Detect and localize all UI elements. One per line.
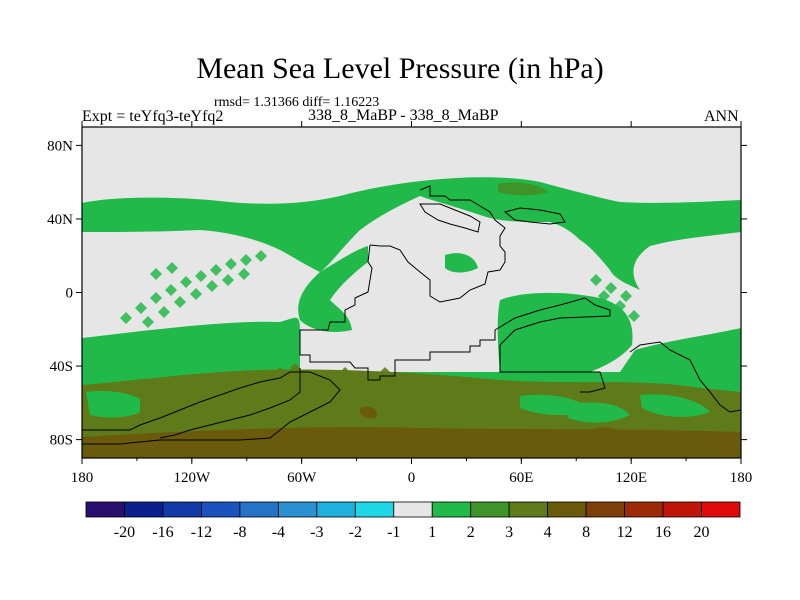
- x-tick-label: 180: [71, 470, 94, 486]
- experiment-label: Expt = teYfq3-teYfq2: [82, 108, 224, 125]
- field-tropical-green: [298, 246, 368, 332]
- stats-text: rmsd= 1.31366 diff= 1.16223: [214, 95, 380, 110]
- colorbar-swatch: [393, 501, 433, 518]
- colorbar-swatch: [431, 501, 472, 518]
- continent-outlines: [82, 185, 741, 445]
- field-antarctic-dark-strip: [140, 381, 330, 423]
- colorbar-swatch: [354, 501, 395, 518]
- colorbar-label: -4: [272, 524, 285, 541]
- field-stipple-indian: [540, 274, 640, 322]
- field-stipple-pacific: [120, 250, 267, 328]
- colorbar-label: -8: [233, 524, 246, 541]
- colorbar-swatch: [85, 501, 125, 518]
- colorbar-label: 2: [467, 524, 475, 541]
- colorbar-swatch: [277, 501, 318, 518]
- colorbar-label: -20: [114, 524, 135, 541]
- colorbar-label: -2: [349, 524, 362, 541]
- colorbar-label: 20: [694, 524, 710, 541]
- field-southern-green-islands: [86, 390, 710, 423]
- season-label: ANN: [704, 108, 739, 125]
- y-tick-label: 40S: [50, 359, 73, 375]
- colorbar-label: 12: [617, 524, 633, 541]
- colorbar-swatch: [624, 501, 664, 518]
- colorbar-swatch: [239, 501, 279, 518]
- x-tick-label: 120E: [615, 470, 647, 486]
- x-tick-label: 180: [730, 470, 753, 486]
- colorbar-swatch: [470, 501, 510, 518]
- x-tick-label: 120W: [173, 470, 211, 486]
- outline-gondwana-main: [299, 244, 611, 393]
- y-tick-label: 40N: [47, 212, 73, 228]
- chart-title: Mean Sea Level Pressure (in hPa): [196, 52, 604, 85]
- colorbar-swatch: [701, 501, 741, 518]
- x-tick-label: 60E: [509, 470, 533, 486]
- y-tick-label: 80N: [47, 138, 73, 154]
- outline-baltica: [419, 203, 481, 233]
- cases-label: 338_8_MaBP - 338_8_MaBP: [308, 107, 499, 124]
- colorbar-swatch: [201, 501, 241, 518]
- colorbar-label: 4: [544, 524, 552, 541]
- colorbar-label: -16: [152, 524, 173, 541]
- field-african-green: [445, 253, 478, 273]
- colorbar: -20 -16 -12 -8 -4 -3 -2 -1 1 2 3 4 8 12 16 20: [85, 501, 741, 541]
- field-southern-brown-band: [82, 427, 741, 458]
- colorbar-swatch: [508, 501, 549, 518]
- x-axis: 180 120W 60W 0 60E 120E 180: [71, 121, 753, 486]
- colorbar-label: 8: [582, 524, 590, 541]
- outline-inner-coast: [159, 368, 301, 439]
- colorbar-label: -1: [387, 524, 400, 541]
- field-northern-olive-patch: [498, 182, 548, 196]
- map-fields: [82, 127, 741, 458]
- colorbar-swatch: [124, 501, 164, 518]
- y-axis: 80N 40N 0 40S 80S: [47, 138, 747, 449]
- outline-siberia: [503, 207, 566, 225]
- colorbar-swatch: [585, 501, 625, 518]
- colorbar-label: 1: [428, 524, 436, 541]
- colorbar-swatch: [162, 501, 202, 518]
- outline-laurentia: [369, 185, 506, 303]
- colorbar-label: 3: [505, 524, 513, 541]
- colorbar-swatch: [547, 501, 587, 518]
- y-tick-label: 80S: [50, 433, 73, 449]
- outline-south-pacific-coast: [629, 341, 741, 413]
- outline-antarctic-coast: [82, 371, 341, 445]
- y-tick-label: 0: [66, 286, 74, 302]
- colorbar-swatch: [316, 501, 356, 518]
- x-tick-label: 0: [408, 470, 416, 486]
- colorbar-label: -3: [310, 524, 323, 541]
- colorbar-label: -12: [191, 524, 212, 541]
- field-southern-brown-spots: [359, 406, 622, 440]
- field-northern-green-belt: [82, 177, 741, 290]
- colorbar-label: 16: [655, 524, 671, 541]
- colorbar-swatch: [662, 501, 702, 518]
- x-tick-label: 60W: [287, 470, 317, 486]
